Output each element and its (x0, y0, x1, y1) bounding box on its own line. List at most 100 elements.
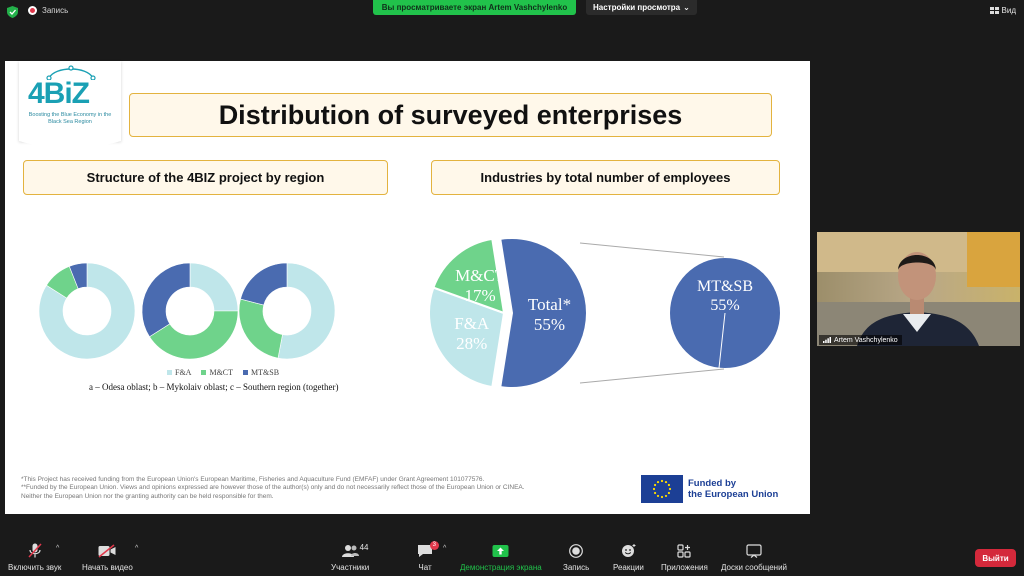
meeting-toolbar: Включить звук ^ Начать видео ^ 44 Участн… (0, 536, 1024, 576)
chat-button[interactable]: 3 Чат (417, 541, 439, 572)
apps-icon (677, 544, 692, 558)
unmute-button[interactable]: Включить звук (8, 543, 61, 572)
recording-indicator[interactable]: Запись (28, 6, 68, 15)
grid-view-icon (989, 6, 999, 14)
chat-label: Чат (418, 563, 432, 572)
reactions-label: Реакции (613, 563, 644, 572)
participants-button[interactable]: 44 Участники (331, 543, 370, 572)
whiteboards-label: Доски сообщений (721, 563, 788, 572)
legend-swatch-fa (167, 370, 172, 375)
legend-item-mct: M&CT (201, 368, 233, 377)
pie-connector-line (579, 242, 725, 258)
eu-star (660, 495, 664, 499)
donut-legend: F&A M&CT MT&SB (167, 368, 279, 377)
pie-slice-m-ct (432, 237, 506, 315)
apps-button[interactable]: Приложения (661, 544, 708, 572)
legend-label-fa: F&A (175, 368, 192, 377)
eu-star (667, 483, 671, 487)
donut-2-slice-f-a (189, 262, 239, 312)
slide-title: Distribution of surveyed enterprises (129, 93, 772, 137)
view-button[interactable]: Вид (989, 6, 1016, 15)
legend-swatch-mct (201, 370, 207, 375)
donut-caption: a – Odesa oblast; b – Mykolaiv oblast; c… (89, 382, 339, 392)
shared-slide: 4BiZ Boosting the Blue Economy in the Bl… (5, 61, 810, 514)
pie-slice-total (499, 237, 588, 389)
eu-star (660, 479, 664, 483)
record-icon (569, 544, 584, 558)
donut-1-slice-f-a (38, 262, 136, 360)
leave-meeting-button[interactable]: Выйти (975, 549, 1016, 567)
eu-text-line-1: Funded by (688, 477, 737, 489)
whiteboards-button[interactable]: Доски сообщений (721, 544, 787, 572)
participant-name-tag: Artem Vashchylenko (819, 335, 902, 345)
detail-pie-divider (718, 312, 726, 369)
detail-pie-value: 55% (710, 297, 739, 314)
record-label: Запись (563, 563, 590, 572)
start-video-label: Начать видео (82, 563, 133, 572)
logo-tagline: Boosting the Blue Economy in the Black S… (28, 112, 112, 125)
reactions-button[interactable]: Реакции (613, 544, 644, 572)
emoji-reaction-icon (621, 544, 636, 557)
legend-label-mct: M&CT (209, 368, 234, 377)
record-button[interactable]: Запись (563, 544, 589, 572)
donut-3-slice-mt-sb (240, 262, 288, 306)
audio-options-caret[interactable]: ^ (56, 545, 60, 552)
participants-label: Участники (331, 563, 370, 572)
whiteboard-icon (746, 544, 762, 558)
legend-swatch-mtsb (243, 370, 249, 375)
eu-flag-icon (641, 475, 683, 503)
right-section-heading: Industries by total number of employees (431, 160, 780, 195)
chevron-down-icon: ⌄ (683, 3, 690, 12)
legend-item-fa: F&A (167, 368, 191, 377)
participant-video-image (817, 232, 1020, 346)
donut-2-slice-m-ct (149, 310, 239, 360)
detail-pie-label: MT&SB (697, 278, 753, 295)
pie-slice-f-a (430, 286, 506, 389)
view-settings-label: Настройки просмотра (593, 3, 681, 12)
logo-wordmark: 4BiZ (28, 77, 90, 110)
video-options-caret[interactable]: ^ (135, 545, 139, 552)
share-screen-label: Демонстрация экрана (460, 563, 542, 572)
pie-connector-line (579, 368, 725, 384)
project-logo: 4BiZ Boosting the Blue Economy in the Bl… (19, 61, 121, 155)
pie-label-total: Total* (528, 295, 571, 314)
eu-star (656, 480, 660, 484)
donut-3-slice-f-a (277, 262, 336, 360)
disclaimer-line-3: Neither the European Union nor the grant… (21, 492, 274, 500)
eu-star (656, 494, 660, 498)
eu-star (664, 494, 668, 498)
pie-value-m-ct: 17% (465, 286, 496, 305)
eu-text-line-2: the European Union (688, 489, 779, 500)
eu-star (653, 491, 657, 495)
participant-name: Artem Vashchylenko (834, 336, 898, 344)
left-section-heading: Structure of the 4BIZ project by region (23, 160, 388, 195)
participants-icon (341, 545, 359, 557)
view-settings-button[interactable]: Настройки просмотра ⌄ (586, 0, 697, 15)
start-video-button[interactable]: Начать видео (82, 544, 133, 572)
recording-label: Запись (42, 6, 69, 15)
legend-item-mtsb: MT&SB (243, 368, 279, 377)
pie-value-total: 55% (534, 315, 565, 334)
eu-funding-text: Funded by the European Union (688, 478, 778, 501)
eu-star (667, 491, 671, 495)
share-screen-button[interactable]: Демонстрация экрана (460, 544, 542, 572)
chat-unread-badge: 3 (429, 541, 439, 550)
screen-share-banner: Вы просматриваете экран Artem Vashchylen… (373, 0, 576, 15)
record-dot-icon (28, 6, 37, 15)
disclaimer-line-2: **Funded by the European Union. Views an… (21, 484, 525, 492)
chat-options-caret[interactable]: ^ (443, 545, 447, 552)
eu-funding-logo: Funded by the European Union (641, 475, 778, 503)
unmute-label: Включить звук (8, 563, 62, 572)
mic-muted-icon (28, 543, 42, 558)
shield-icon[interactable] (7, 6, 18, 18)
chat-icon (418, 545, 432, 557)
pie-value-f-a: 28% (456, 334, 487, 353)
donut-1-slice-mt-sb (68, 262, 88, 290)
legend-label-mtsb: MT&SB (251, 368, 280, 377)
region-donut-charts (38, 262, 336, 360)
disclaimer-line-1: *This Project has received funding from … (21, 476, 485, 483)
participant-video-tile[interactable] (817, 232, 1020, 346)
funding-disclaimer: *This Project has received funding from … (21, 476, 631, 501)
